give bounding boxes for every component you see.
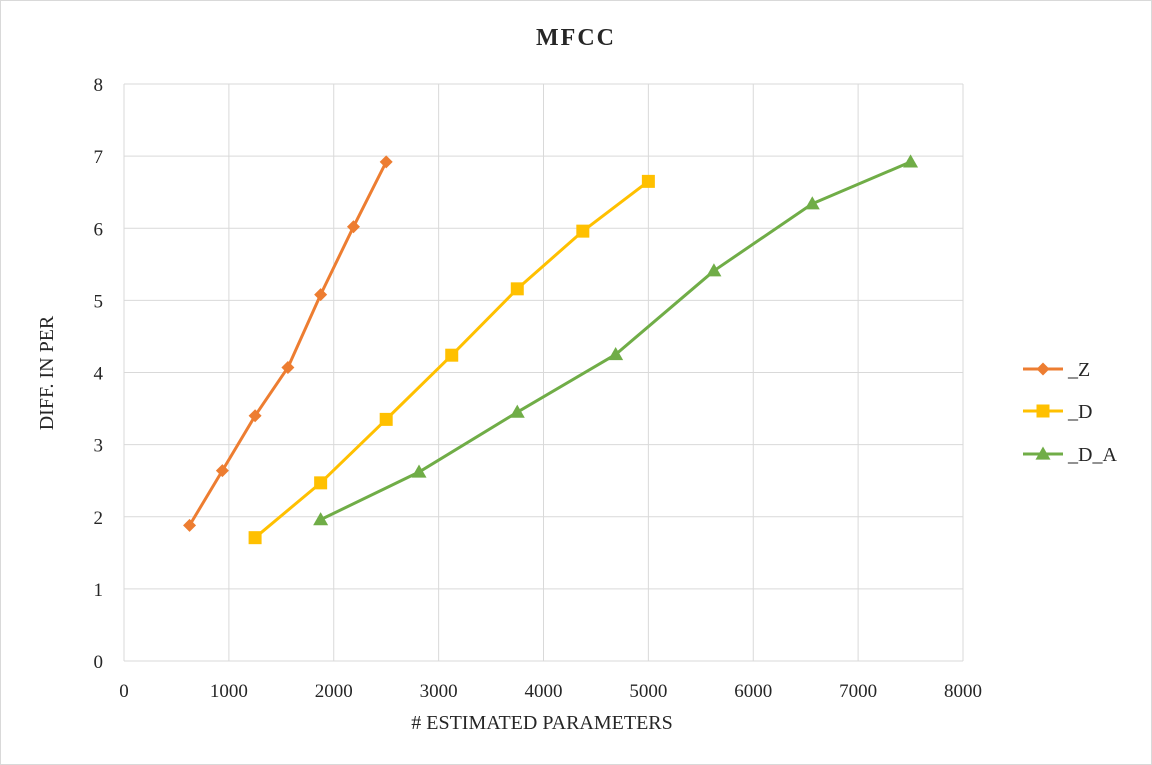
legend-marker [1036,404,1050,418]
series-z [183,155,393,532]
x-tick-label: 0 [119,681,129,702]
y-tick-label: 6 [94,219,104,240]
series-layer [183,154,919,545]
legend-item: _Z [1023,359,1090,381]
data-point [314,288,328,302]
data-point [706,263,722,277]
legend: _Z _D _D_A [1023,359,1117,466]
data-point [248,531,262,545]
data-point [313,512,329,526]
y-tick-label: 0 [94,652,104,673]
chart-title: MFCC [536,25,616,51]
x-tick-label: 8000 [944,681,982,702]
y-axis-title: DIFF. IN PER [36,315,58,430]
y-tick-label: 8 [94,75,104,96]
x-tick-label: 6000 [734,681,772,702]
data-point [281,360,295,374]
y-tick-label: 7 [94,147,104,168]
y-tick-label: 4 [94,364,104,385]
legend-label: _Z [1067,359,1090,381]
legend-marker [1036,362,1050,376]
data-point [445,348,459,362]
data-point [576,224,590,238]
x-tick-label: 4000 [525,681,563,702]
data-point [608,346,624,361]
data-point [314,476,328,490]
data-point [248,409,262,423]
legend-marker [1035,446,1051,460]
series-line [319,160,912,521]
legend-label: _D [1067,401,1092,423]
series-da [313,154,919,526]
x-tick-label: 5000 [629,681,667,702]
y-tick-label: 5 [94,291,104,312]
axes: 0 1 2 3 4 5 6 7 8 0 1000 2000 3000 4000 5000 6000 7000 80… [94,75,983,702]
data-point [804,196,820,210]
legend-label: _D_A [1067,444,1117,466]
x-tick-label: 1000 [210,681,248,702]
data-point [509,404,525,418]
data-point [183,518,197,532]
x-tick-label: 2000 [315,681,353,702]
x-tick-label: 3000 [420,681,458,702]
y-tick-label: 3 [94,436,104,457]
data-point [215,464,229,478]
gridlines [123,83,964,662]
data-point [903,154,919,168]
x-axis-title: # ESTIMATED PARAMETERS [411,712,673,734]
series-d [248,174,655,545]
data-point [641,174,655,188]
data-point [510,282,524,296]
data-point [379,412,393,426]
legend-item: _D [1023,401,1092,423]
y-tick-label: 1 [94,580,104,601]
x-tick-label: 7000 [839,681,877,702]
legend-item: _D_A [1023,444,1117,466]
y-tick-label: 2 [94,508,104,529]
data-point [346,220,360,234]
data-point [411,464,427,478]
data-point [379,155,393,169]
